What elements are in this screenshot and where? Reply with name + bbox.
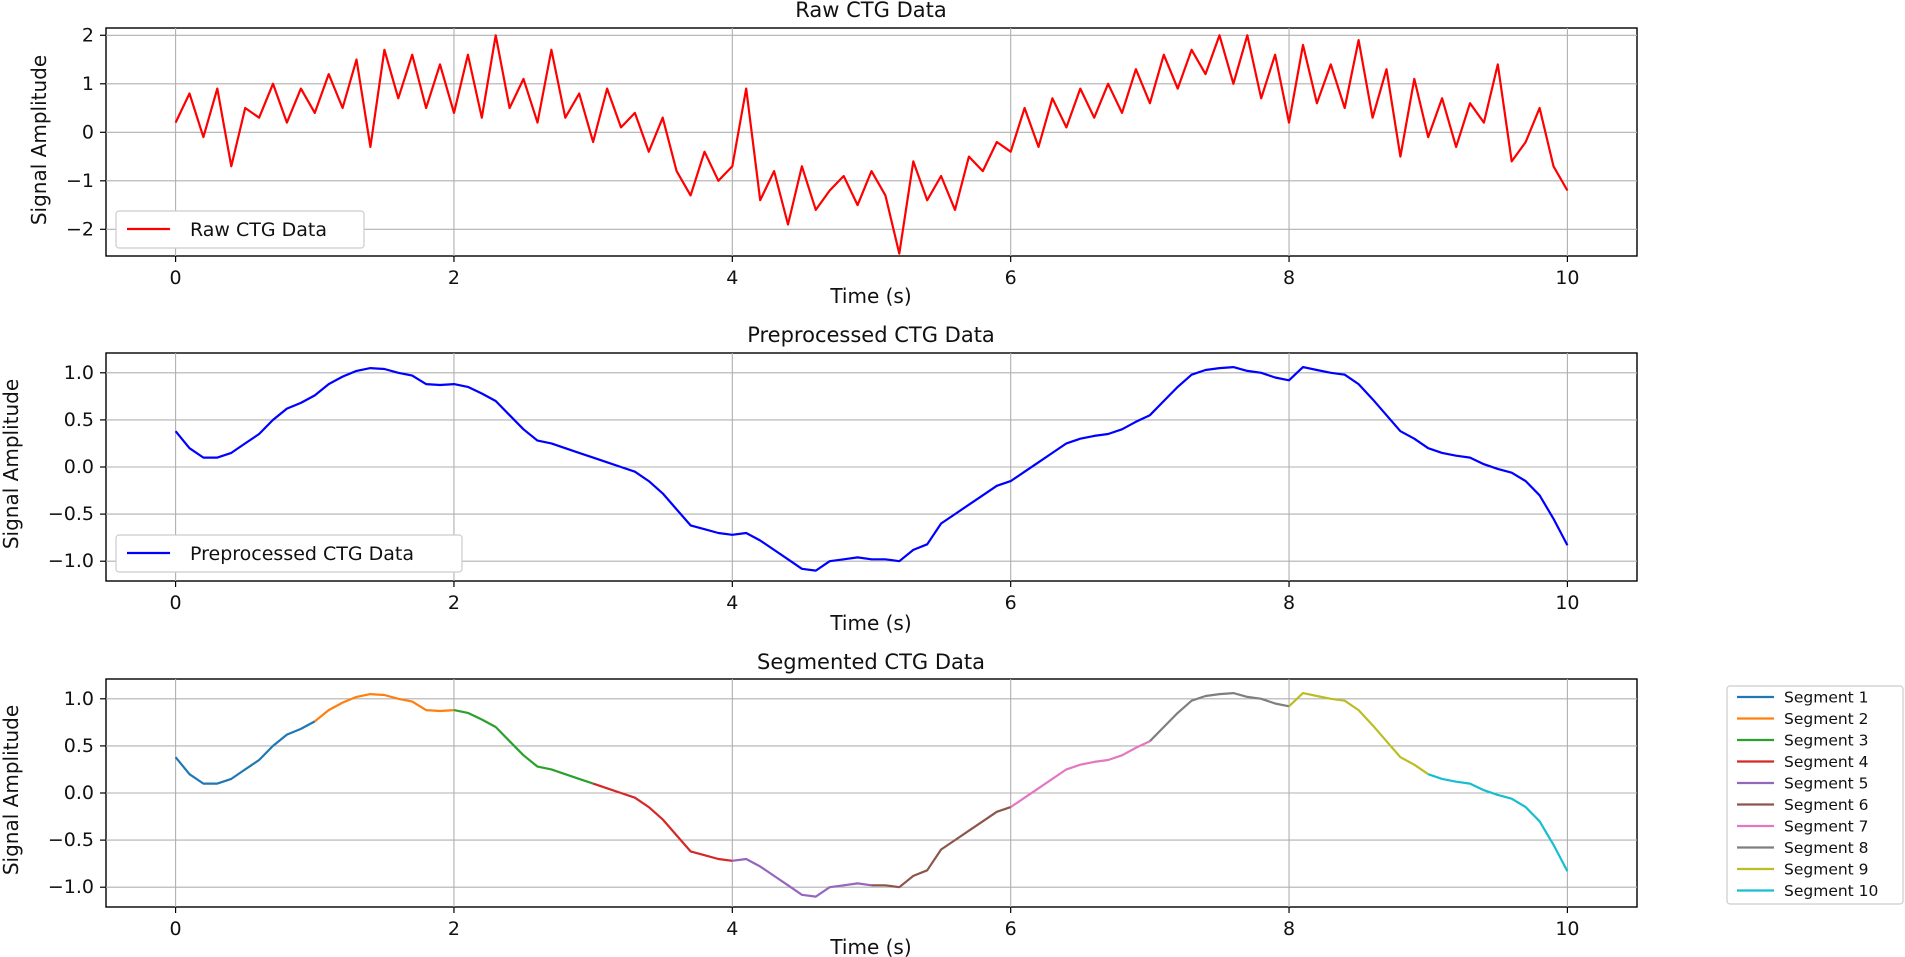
segment-line xyxy=(1427,773,1569,872)
raw-ctg-xlabel: Time (s) xyxy=(829,284,911,308)
segment-line xyxy=(174,720,316,785)
x-tick-label: 0 xyxy=(170,592,182,614)
segmented-ctg-legend-items: Segment 1 Segment 2 Segment 3 Segment 4 Segm… xyxy=(1737,689,1878,900)
raw-ctg-legend: Raw CTG Data xyxy=(115,210,365,249)
x-tick-label: 2 xyxy=(448,592,460,614)
segmented-ctg-grid xyxy=(106,679,1637,907)
segmented-ctg-legend: Segment 1 Segment 2 Segment 3 Segment 4 Segm… xyxy=(1726,685,1904,905)
y-tick-label: 1 xyxy=(82,73,94,95)
segment-line xyxy=(871,806,1012,889)
x-tick-label: 0 xyxy=(170,267,182,289)
segmented-ctg-title: Segmented CTG Data xyxy=(757,650,985,674)
y-tick-label: −2 xyxy=(66,218,94,240)
segment-legend-label: Segment 8 xyxy=(1784,839,1869,857)
segmented-ctg-xlabel: Time (s) xyxy=(829,935,911,957)
preprocessed-ctg-title: Preprocessed CTG Data xyxy=(747,323,995,347)
x-tick-label: 8 xyxy=(1283,918,1295,940)
y-tick-label: 0.0 xyxy=(64,456,94,478)
preprocessed-ctg-legend: Preprocessed CTG Data xyxy=(115,534,463,573)
y-tick-label: −1.0 xyxy=(48,876,94,898)
raw-ctg-title: Raw CTG Data xyxy=(795,0,946,22)
x-tick-label: 6 xyxy=(1005,918,1017,940)
x-tick-label: 4 xyxy=(726,592,738,614)
x-tick-label: 8 xyxy=(1283,267,1295,289)
segmented-ctg-subplot: Segmented CTG Data Signal Amplitude Time… xyxy=(0,650,1904,957)
x-tick-label: 6 xyxy=(1005,592,1017,614)
preprocessed-ctg-ticks: 0 2 4 6 8 10 −1.0 −0.5 0.0 0.5 1.0 xyxy=(48,362,1580,614)
series-line xyxy=(174,366,1569,572)
x-tick-label: 10 xyxy=(1555,918,1579,940)
preprocessed-ctg-ylabel: Signal Amplitude xyxy=(0,379,23,549)
x-tick-label: 4 xyxy=(726,918,738,940)
segment-line xyxy=(732,857,872,898)
y-tick-label: 1.0 xyxy=(64,688,94,710)
segment-legend-label: Segment 2 xyxy=(1784,710,1869,728)
raw-ctg-legend-box xyxy=(115,210,365,249)
raw-ctg-subplot: Raw CTG Data Signal Amplitude Time (s) 0… xyxy=(27,0,1638,308)
preprocessed-ctg-legend-label: Preprocessed CTG Data xyxy=(190,543,414,565)
x-tick-label: 10 xyxy=(1555,592,1579,614)
x-tick-label: 8 xyxy=(1283,592,1295,614)
raw-ctg-ylabel: Signal Amplitude xyxy=(27,55,51,225)
segment-line xyxy=(1010,740,1151,809)
segment-legend-label: Segment 4 xyxy=(1784,753,1869,771)
segment-legend-label: Segment 9 xyxy=(1784,861,1869,879)
x-tick-label: 10 xyxy=(1555,267,1579,289)
series-line xyxy=(174,34,1569,255)
x-tick-label: 4 xyxy=(726,267,738,289)
segment-legend-label: Segment 1 xyxy=(1784,689,1869,707)
segment-legend-label: Segment 6 xyxy=(1784,796,1869,814)
y-tick-label: 2 xyxy=(82,24,94,46)
segment-line xyxy=(453,709,594,785)
preprocessed-ctg-legend-box xyxy=(115,534,463,573)
segmented-ctg-ylabel: Signal Amplitude xyxy=(0,705,23,875)
x-tick-label: 2 xyxy=(448,267,460,289)
x-tick-label: 0 xyxy=(170,918,182,940)
y-tick-label: −1 xyxy=(66,170,94,192)
segment-line xyxy=(592,782,733,862)
x-tick-label: 2 xyxy=(448,918,460,940)
preprocessed-ctg-series xyxy=(174,366,1569,572)
segment-legend-label: Segment 3 xyxy=(1784,732,1869,750)
y-tick-label: −1.0 xyxy=(48,550,94,572)
y-tick-label: 0.0 xyxy=(64,782,94,804)
x-tick-label: 6 xyxy=(1005,267,1017,289)
raw-ctg-legend-label: Raw CTG Data xyxy=(190,219,327,241)
segmented-ctg-series xyxy=(174,691,1569,898)
segment-legend-label: Segment 7 xyxy=(1784,818,1869,836)
y-tick-label: 0.5 xyxy=(64,409,94,431)
segment-legend-label: Segment 10 xyxy=(1784,882,1878,900)
segment-line xyxy=(314,692,455,723)
y-tick-label: −0.5 xyxy=(48,829,94,851)
preprocessed-ctg-subplot: Preprocessed CTG Data Signal Amplitude T… xyxy=(0,323,1638,635)
preprocessed-ctg-xlabel: Time (s) xyxy=(829,611,911,635)
segment-legend-label: Segment 5 xyxy=(1784,775,1869,793)
segmented-ctg-ticks: 0 2 4 6 8 10 −1.0 −0.5 0.0 0.5 1.0 xyxy=(48,688,1580,940)
y-tick-label: −0.5 xyxy=(48,503,94,525)
segment-line xyxy=(1288,691,1429,776)
segment-line xyxy=(1149,691,1290,742)
raw-ctg-plot-area xyxy=(105,27,1638,257)
raw-ctg-ticks: 0 2 4 6 8 10 −2 −1 0 1 2 xyxy=(66,24,1580,289)
raw-ctg-series xyxy=(174,34,1569,255)
y-tick-label: 0 xyxy=(82,121,94,143)
y-tick-label: 0.5 xyxy=(64,735,94,757)
y-tick-label: 1.0 xyxy=(64,362,94,384)
